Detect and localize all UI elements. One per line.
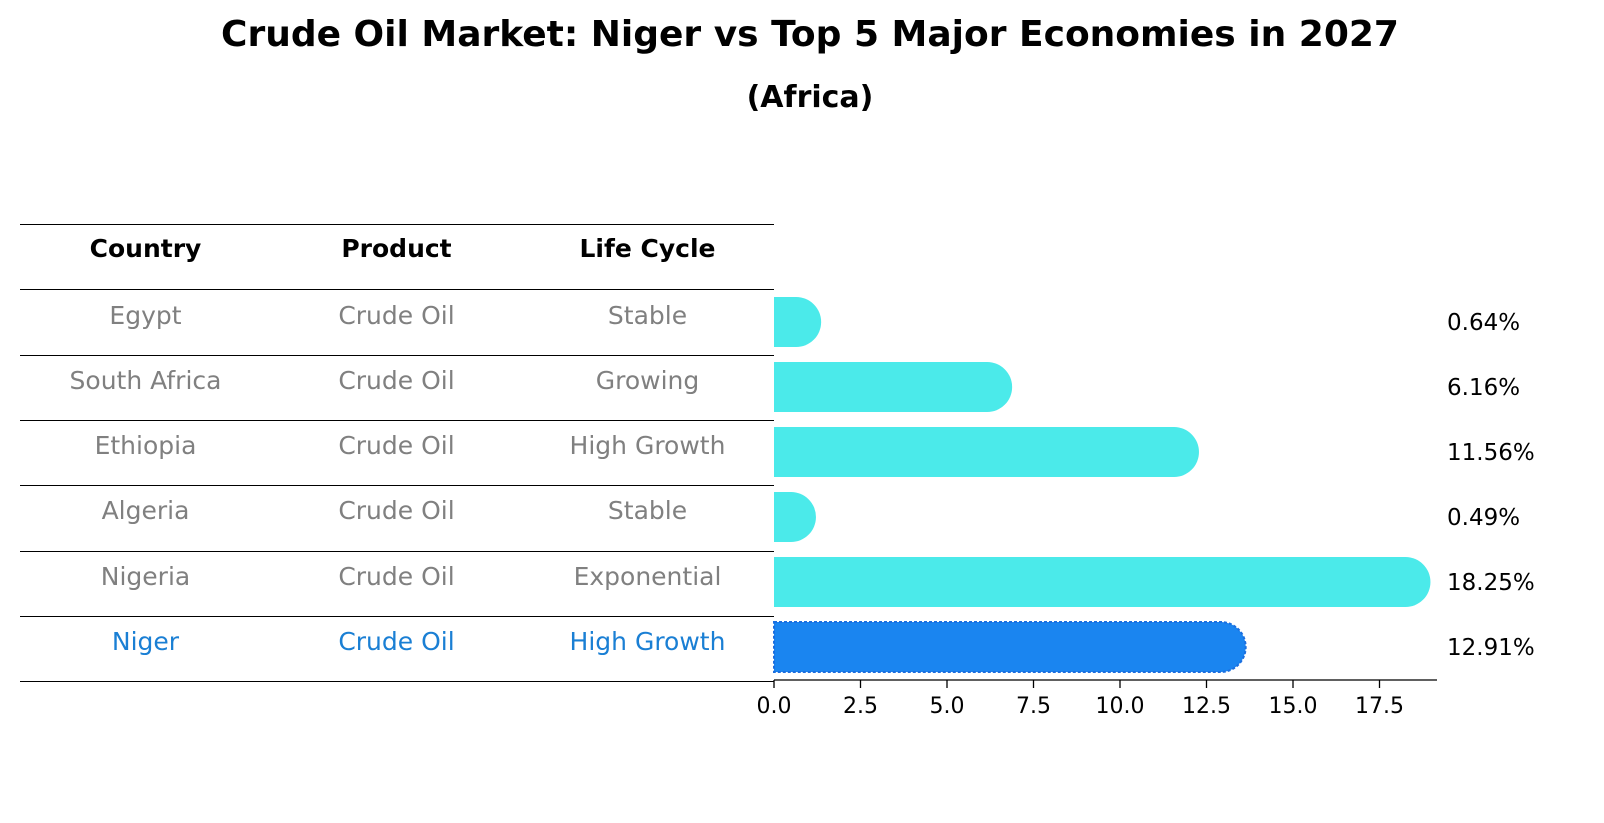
header-country: Country bbox=[89, 234, 202, 263]
cell-country: Algeria bbox=[101, 496, 190, 525]
bar-highlight bbox=[773, 621, 1247, 673]
x-tick-label: 7.5 bbox=[1016, 694, 1051, 719]
bar bbox=[774, 297, 822, 347]
table-rule bbox=[20, 485, 774, 486]
x-tick-label: 5.0 bbox=[930, 694, 965, 719]
bar bbox=[774, 362, 1013, 412]
cell-life-cycle: Exponential bbox=[573, 562, 722, 591]
cell-product: Crude Oil bbox=[338, 431, 455, 460]
table-rule bbox=[20, 224, 774, 225]
cell-life-cycle-highlight: High Growth bbox=[569, 627, 726, 656]
cell-product: Crude Oil bbox=[338, 562, 455, 591]
chart-subtitle: (Africa) bbox=[746, 80, 874, 115]
cell-life-cycle: Stable bbox=[607, 496, 688, 525]
cell-country-highlight: Niger bbox=[111, 627, 180, 656]
x-tick-label: 2.5 bbox=[843, 694, 878, 719]
cell-life-cycle: Stable bbox=[607, 301, 688, 330]
data-label: 12.91% bbox=[1447, 635, 1535, 661]
data-label: 0.64% bbox=[1447, 310, 1520, 336]
cell-product: Crude Oil bbox=[338, 301, 455, 330]
x-tick-label: 17.5 bbox=[1355, 694, 1404, 719]
table-rule bbox=[20, 289, 774, 290]
x-tick-label: 10.0 bbox=[1096, 694, 1145, 719]
data-label: 6.16% bbox=[1447, 375, 1520, 401]
table-rule bbox=[20, 681, 774, 682]
x-tick-label: 15.0 bbox=[1269, 694, 1318, 719]
table-rule bbox=[20, 420, 774, 421]
table-rule bbox=[20, 551, 774, 552]
cell-product: Crude Oil bbox=[338, 496, 455, 525]
x-tick-label: 12.5 bbox=[1182, 694, 1231, 719]
x-tick-label: 0.0 bbox=[757, 694, 792, 719]
cell-country: Ethiopia bbox=[94, 431, 197, 460]
table-rule bbox=[20, 616, 774, 617]
header-life-cycle: Life Cycle bbox=[579, 234, 716, 263]
bar bbox=[774, 557, 1431, 607]
cell-country: South Africa bbox=[69, 366, 222, 395]
cell-country: Nigeria bbox=[100, 562, 191, 591]
data-label: 18.25% bbox=[1447, 570, 1535, 596]
cell-life-cycle: Growing bbox=[595, 366, 700, 395]
cell-country: Egypt bbox=[109, 301, 182, 330]
table-rule bbox=[20, 355, 774, 356]
chart-title: Crude Oil Market: Niger vs Top 5 Major E… bbox=[221, 14, 1399, 55]
bar bbox=[774, 492, 816, 542]
data-label: 11.56% bbox=[1447, 440, 1535, 466]
header-product: Product bbox=[341, 234, 452, 263]
bar bbox=[774, 427, 1199, 477]
data-label: 0.49% bbox=[1447, 505, 1520, 531]
cell-product-highlight: Crude Oil bbox=[338, 627, 455, 656]
cell-life-cycle: High Growth bbox=[569, 431, 726, 460]
cell-product: Crude Oil bbox=[338, 366, 455, 395]
